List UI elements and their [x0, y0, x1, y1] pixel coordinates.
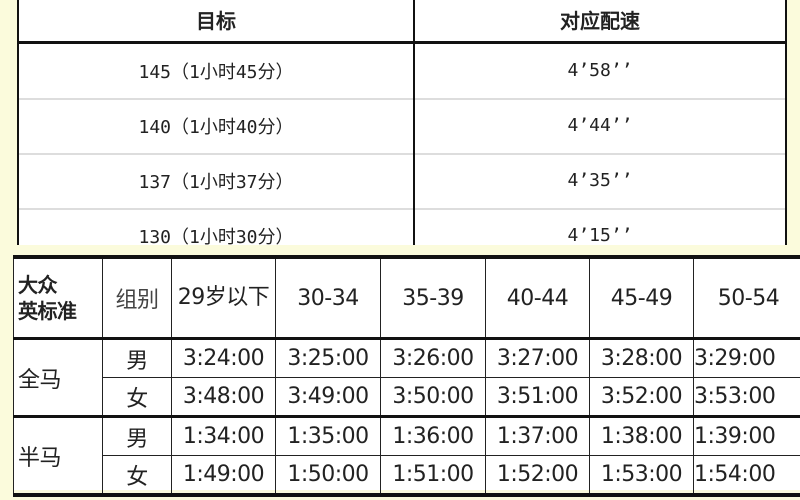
table-row: 女 1:49:00 1:50:00 1:51:00 1:52:00 1:53:0…	[14, 455, 800, 497]
header-target: 目标	[196, 9, 236, 33]
table-row: 半马 男 1:34:00 1:35:00 1:36:00 1:37:00 1:3…	[13, 416, 800, 497]
table-row: 137（1小时37分） 4’35’’	[19, 153, 785, 210]
age-header: 30-34	[275, 255, 381, 340]
table-row: 全马 男 3:24:00 3:25:00 3:26:00 3:27:00 3:2…	[13, 338, 800, 418]
time-cell: 1:38:00	[589, 416, 694, 456]
time-cell: 3:28:00	[589, 338, 694, 378]
time-cell: 3:48:00	[171, 377, 276, 418]
gender-cell: 男	[102, 338, 172, 378]
time-cell: 1:51:00	[380, 455, 486, 497]
age-header: 35-39	[380, 255, 486, 340]
time-cell: 1:52:00	[485, 455, 590, 497]
table-row: 130（1小时30分） 4’15’’	[19, 208, 785, 263]
target-cell: 140（1小时40分）	[138, 116, 294, 138]
column-divider	[413, 0, 415, 245]
corner-label: 大众 英标准	[13, 255, 103, 340]
time-cell: 3:52:00	[589, 377, 694, 418]
target-cell: 130（1小时30分）	[138, 226, 294, 248]
target-cell: 137（1小时37分）	[138, 171, 294, 193]
time-cell: 1:49:00	[171, 455, 276, 497]
pace-table: 目标 对应配速 145（1小时45分） 4’58’’ 140（1小时40分） 4…	[17, 0, 787, 248]
corner-line2: 英标准	[18, 299, 77, 323]
time-cell: 1:54:00	[693, 455, 800, 497]
standard-table: 大众 英标准 组别 29岁以下 30-34 35-39 40-44 45-49 5…	[13, 255, 800, 497]
age-label: 29岁以下	[177, 285, 270, 310]
pace-cell: 4’44’’	[567, 115, 633, 136]
time-cell: 3:51:00	[485, 377, 590, 418]
time-cell: 3:29:00	[693, 338, 800, 378]
section-half-marathon: 半马	[13, 416, 103, 497]
time-cell: 3:53:00	[693, 377, 800, 418]
target-cell: 145（1小时45分）	[138, 61, 294, 83]
time-cell: 3:26:00	[380, 338, 486, 378]
time-cell: 1:50:00	[275, 455, 381, 497]
gender-cell: 男	[102, 416, 172, 456]
pace-cell: 4’35’’	[567, 170, 633, 191]
gender-cell: 女	[102, 377, 172, 418]
pace-cell: 4’58’’	[567, 60, 633, 81]
header-row: 大众 英标准 组别 29岁以下 30-34 35-39 40-44 45-49 5…	[13, 255, 800, 340]
gender-cell: 女	[102, 455, 172, 497]
age-header: 40-44	[485, 255, 590, 340]
age-header: 45-49	[589, 255, 694, 340]
time-cell: 3:24:00	[171, 338, 276, 378]
age-header: 50-54	[693, 255, 800, 340]
time-cell: 3:27:00	[485, 338, 590, 378]
pace-cell: 4’15’’	[567, 225, 633, 246]
time-cell: 3:50:00	[380, 377, 486, 418]
time-cell: 1:34:00	[171, 416, 276, 456]
table-row: 145（1小时45分） 4’58’’	[19, 43, 785, 100]
table-row: 140（1小时40分） 4’44’’	[19, 98, 785, 155]
time-cell: 3:49:00	[275, 377, 381, 418]
time-cell: 1:36:00	[380, 416, 486, 456]
group-header: 组别	[102, 255, 172, 340]
time-cell: 1:39:00	[693, 416, 800, 456]
time-cell: 1:53:00	[589, 455, 694, 497]
age-header: 29岁以下	[171, 255, 276, 340]
header-pace: 对应配速	[560, 9, 640, 33]
pace-table-header	[19, 0, 785, 44]
corner-line1: 大众	[18, 273, 58, 297]
time-cell: 1:35:00	[275, 416, 381, 456]
time-cell: 3:25:00	[275, 338, 381, 378]
table-row: 女 3:48:00 3:49:00 3:50:00 3:51:00 3:52:0…	[14, 377, 800, 418]
time-cell: 1:37:00	[485, 416, 590, 456]
section-full-marathon: 全马	[13, 338, 103, 418]
